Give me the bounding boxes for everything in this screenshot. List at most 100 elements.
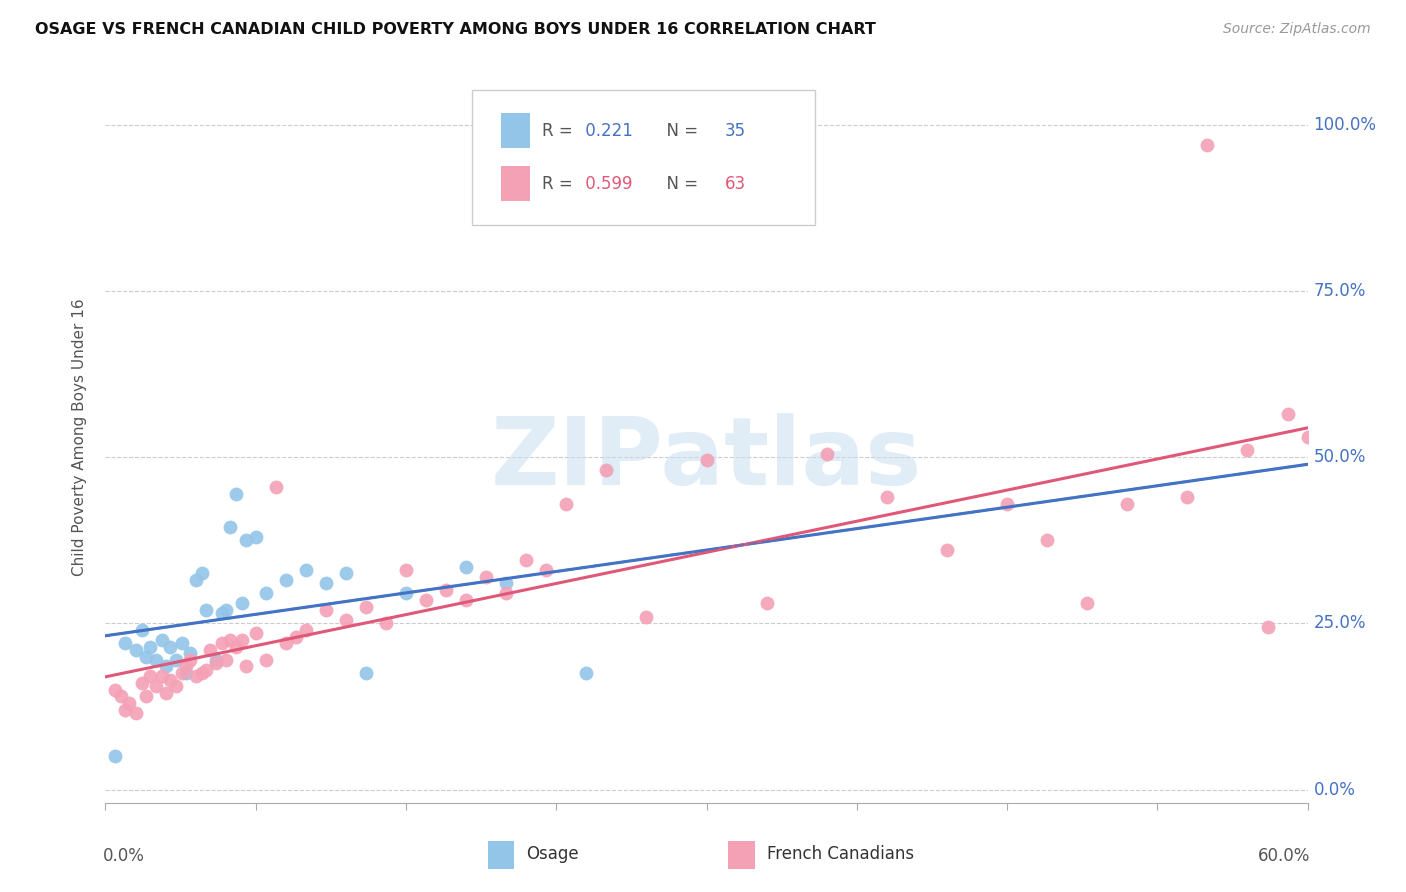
Point xyxy=(118,696,141,710)
Point xyxy=(138,640,160,654)
Text: N =: N = xyxy=(657,121,703,140)
Point xyxy=(315,576,337,591)
Point xyxy=(231,632,253,647)
Point xyxy=(214,653,236,667)
Point xyxy=(124,706,146,720)
Point xyxy=(170,636,193,650)
Text: 60.0%: 60.0% xyxy=(1257,847,1310,864)
Point xyxy=(295,563,318,577)
Point xyxy=(354,599,377,614)
Point xyxy=(335,566,357,581)
FancyBboxPatch shape xyxy=(472,89,814,225)
Point xyxy=(636,609,658,624)
Point xyxy=(198,643,221,657)
Point xyxy=(755,596,778,610)
Point xyxy=(295,623,318,637)
Text: 63: 63 xyxy=(724,175,745,193)
Text: 0.221: 0.221 xyxy=(581,121,633,140)
Point xyxy=(434,582,457,597)
Point xyxy=(184,669,207,683)
Point xyxy=(1116,497,1139,511)
Point xyxy=(1277,407,1299,421)
Y-axis label: Child Poverty Among Boys Under 16: Child Poverty Among Boys Under 16 xyxy=(72,298,87,576)
Point xyxy=(415,593,437,607)
Point xyxy=(165,680,187,694)
Point xyxy=(150,669,173,683)
Point xyxy=(194,603,217,617)
Point xyxy=(595,463,617,477)
Point xyxy=(218,520,240,534)
Point xyxy=(354,666,377,681)
Point xyxy=(204,656,226,670)
Point xyxy=(235,659,257,673)
Point xyxy=(1197,137,1219,152)
Text: 0.599: 0.599 xyxy=(581,175,633,193)
Point xyxy=(138,669,160,683)
Point xyxy=(214,603,236,617)
Point xyxy=(555,497,578,511)
Text: 50.0%: 50.0% xyxy=(1313,448,1367,466)
FancyBboxPatch shape xyxy=(501,113,530,148)
Point xyxy=(1036,533,1059,548)
Point xyxy=(534,563,557,577)
Point xyxy=(235,533,257,548)
Point xyxy=(194,663,217,677)
Point xyxy=(225,640,247,654)
Point xyxy=(1236,443,1258,458)
Point xyxy=(104,749,127,764)
Point xyxy=(274,636,297,650)
Point xyxy=(475,570,498,584)
Text: OSAGE VS FRENCH CANADIAN CHILD POVERTY AMONG BOYS UNDER 16 CORRELATION CHART: OSAGE VS FRENCH CANADIAN CHILD POVERTY A… xyxy=(35,22,876,37)
Point xyxy=(104,682,127,697)
Point xyxy=(454,593,477,607)
Point xyxy=(110,690,132,704)
Point xyxy=(135,649,157,664)
Text: ZIPatlas: ZIPatlas xyxy=(491,413,922,505)
Point xyxy=(159,640,181,654)
Point xyxy=(876,490,898,504)
Point xyxy=(145,653,167,667)
Point xyxy=(1296,430,1319,444)
Point xyxy=(170,666,193,681)
Point xyxy=(155,659,177,673)
Point xyxy=(1076,596,1098,610)
Point xyxy=(395,563,418,577)
Text: Osage: Osage xyxy=(526,845,579,863)
Point xyxy=(124,643,146,657)
Text: R =: R = xyxy=(541,121,578,140)
Point xyxy=(495,576,517,591)
Point xyxy=(211,636,233,650)
Point xyxy=(155,686,177,700)
Text: R =: R = xyxy=(541,175,578,193)
Point xyxy=(174,659,197,673)
FancyBboxPatch shape xyxy=(728,841,755,869)
Text: 75.0%: 75.0% xyxy=(1313,282,1367,300)
Point xyxy=(575,666,598,681)
Point xyxy=(231,596,253,610)
Text: Source: ZipAtlas.com: Source: ZipAtlas.com xyxy=(1223,22,1371,37)
Point xyxy=(174,666,197,681)
Point xyxy=(204,653,226,667)
Point xyxy=(225,486,247,500)
Point xyxy=(254,653,277,667)
Point xyxy=(495,586,517,600)
Point xyxy=(184,573,207,587)
Point xyxy=(135,690,157,704)
Point xyxy=(165,653,187,667)
Text: French Canadians: French Canadians xyxy=(766,845,914,863)
Text: 100.0%: 100.0% xyxy=(1313,116,1376,134)
Point xyxy=(1177,490,1199,504)
Point xyxy=(515,553,537,567)
Point xyxy=(159,673,181,687)
Point xyxy=(335,613,357,627)
Point xyxy=(696,453,718,467)
Text: 35: 35 xyxy=(724,121,745,140)
Point xyxy=(145,680,167,694)
Point xyxy=(395,586,418,600)
FancyBboxPatch shape xyxy=(501,166,530,202)
Text: 25.0%: 25.0% xyxy=(1313,615,1367,632)
Point xyxy=(264,480,287,494)
Point xyxy=(190,566,212,581)
Point xyxy=(374,616,398,631)
Point xyxy=(218,632,240,647)
